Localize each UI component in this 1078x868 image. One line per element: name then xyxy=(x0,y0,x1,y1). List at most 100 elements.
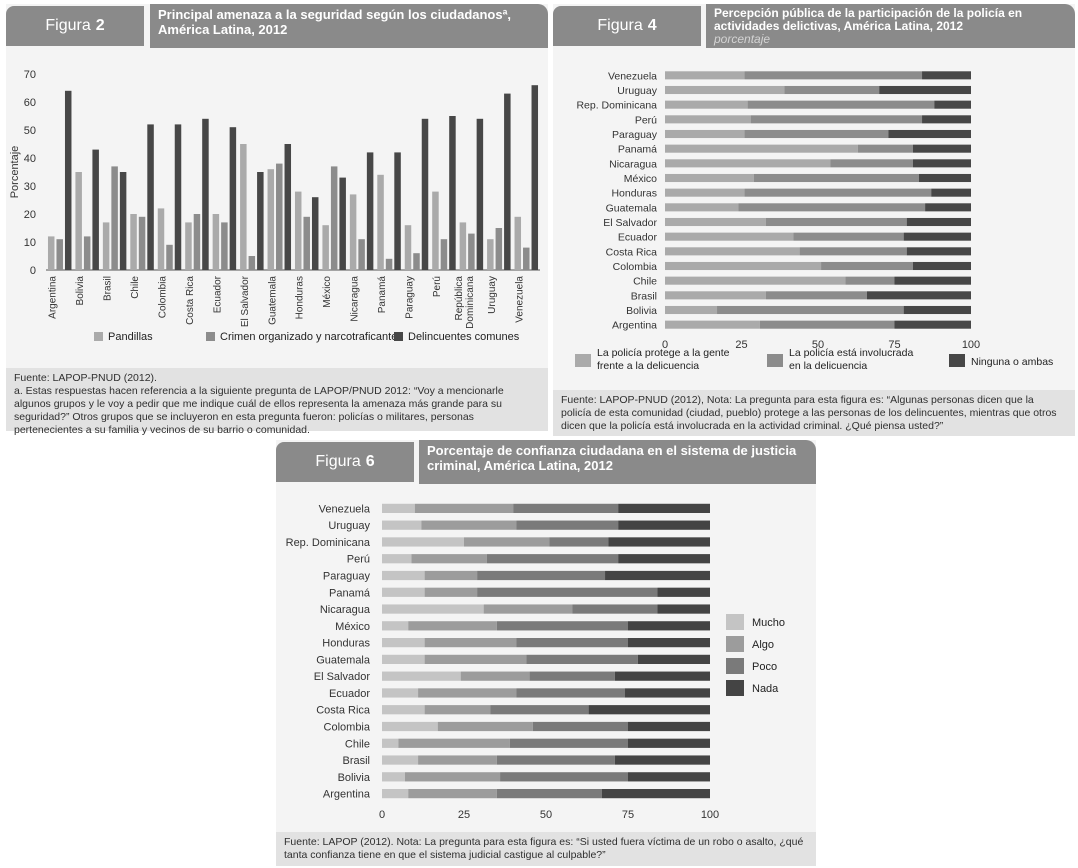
fig6-bar-segment xyxy=(657,587,710,597)
fig6-bar-segment xyxy=(382,688,419,698)
fig6-bar-segment xyxy=(382,570,425,581)
fig4-bar-segment xyxy=(894,320,971,329)
fig2-legend-label: Crimen organizado y narcotraficantes xyxy=(220,331,403,343)
fig2-x-tick: El Salvador xyxy=(240,275,251,327)
fig4-category-label: Venezuela xyxy=(608,70,657,82)
fig4-x-tick: 0 xyxy=(662,339,668,351)
fig2-x-tick: México xyxy=(322,276,333,308)
fig2-bar xyxy=(339,177,346,270)
figure-4-source: Fuente: LAPOP-PNUD (2012), Nota: La preg… xyxy=(561,394,1057,432)
fig4-bar-segment xyxy=(744,129,889,139)
fig4-bar-segment xyxy=(717,305,904,315)
fig6-bar-segment xyxy=(382,721,438,732)
fig6-bar-segment xyxy=(628,721,710,732)
fig6-category-label: Guatemala xyxy=(316,654,371,666)
fig6-bar-segment xyxy=(421,520,517,530)
fig6-category-label: Costa Rica xyxy=(316,705,371,717)
fig2-bar xyxy=(193,214,201,270)
fig2-bar xyxy=(358,239,365,270)
fig2-x-tick: Brasil xyxy=(103,276,114,301)
fig2-legend-label: Pandillas xyxy=(108,331,153,343)
fig4-bar-segment xyxy=(665,261,822,271)
fig4-bar-segment xyxy=(665,320,760,329)
fig6-bar-segment xyxy=(618,520,710,530)
fig2-x-tick: Costa Rica xyxy=(185,276,196,325)
fig4-category-label: Argentina xyxy=(612,320,657,332)
fig6-bar-segment xyxy=(628,738,710,748)
fig6-bar-segment xyxy=(398,738,510,748)
fig4-category-label: Nicaragua xyxy=(609,158,657,170)
fig4-bar-segment xyxy=(912,144,971,153)
fig6-bar-segment xyxy=(414,503,514,514)
fig6-bar-segment xyxy=(614,755,710,765)
figure-4-word: Figura xyxy=(597,17,643,34)
fig2-bar xyxy=(449,116,456,270)
fig4-category-label: Ecuador xyxy=(618,232,658,244)
figure-4-title-box: Percepción pública de la participación d… xyxy=(706,4,1075,48)
fig4-x-tick: 50 xyxy=(812,339,824,351)
figure-2-footer: Fuente: LAPOP-PNUD (2012). a. Estas resp… xyxy=(6,368,548,436)
figure-4-number: 4 xyxy=(647,17,657,34)
figure-6-chart: Venezuela Uruguay Rep. Dominicana Perú Parag… xyxy=(286,503,785,821)
fig6-bar-segment xyxy=(418,755,497,765)
fig6-bar-segment xyxy=(464,537,550,547)
fig4-bar-segment xyxy=(747,100,935,109)
fig2-bar xyxy=(174,124,182,271)
figure-2-note: a. Estas respuestas hacen referencia a l… xyxy=(14,385,504,436)
fig6-category-label: Venezuela xyxy=(319,503,371,515)
fig2-x-tick: Nicaragua xyxy=(350,276,361,322)
fig6-legend-label: Mucho xyxy=(752,617,785,629)
fig2-bar xyxy=(404,225,412,270)
fig6-bar-segment xyxy=(628,637,710,648)
fig6-bar-segment xyxy=(424,570,478,581)
fig6-bar-segment xyxy=(382,755,419,765)
fig4-bar-segment xyxy=(744,188,932,197)
fig6-category-label: Perú xyxy=(347,554,370,566)
fig2-bar xyxy=(366,152,374,270)
fig6-bar-segment xyxy=(526,654,638,665)
figure-2-chart: 0 10 20 30 40 50 60 70 Porcentaje Argentina Bolivi… xyxy=(9,69,540,343)
fig6-x-tick: 50 xyxy=(540,809,552,821)
fig6-category-label: Chile xyxy=(345,738,370,750)
fig2-bar xyxy=(459,222,467,270)
fig6-x-tick: 0 xyxy=(379,809,385,821)
fig2-bar xyxy=(413,253,420,270)
fig4-bar-segment xyxy=(665,100,748,109)
fig6-bar-segment xyxy=(496,621,628,631)
fig4-legend-label: La policía protege a la gente frente a la… xyxy=(597,347,730,372)
fig6-bar-segment xyxy=(483,604,573,614)
fig4-bar-segment xyxy=(665,129,745,139)
figure-2-panel: Figura 2 Principal amenaza a la seguridad… xyxy=(6,4,548,436)
fig6-bar-segment xyxy=(408,788,497,799)
fig4-bar-segment xyxy=(759,320,895,329)
figure-6-header: Figura 6 Porcentaje de confianza ciudadan… xyxy=(276,440,816,484)
fig2-bar xyxy=(212,214,220,270)
fig6-bar-segment xyxy=(618,554,710,564)
figure-6-panel: Figura 6 Porcentaje de confianza ciudadan… xyxy=(276,440,816,866)
fig6-legend-swatch xyxy=(726,680,744,696)
fig4-category-label: Rep. Dominicana xyxy=(576,100,657,112)
fig4-category-label: Uruguay xyxy=(617,85,657,97)
fig6-bar-segment xyxy=(588,705,710,715)
fig2-x-tick: Venezuela xyxy=(514,276,525,323)
fig6-bar-segment xyxy=(490,705,589,715)
fig6-bar-segment xyxy=(411,554,487,564)
fig4-bar-segment xyxy=(894,276,971,285)
fig4-bar-segment xyxy=(665,232,794,241)
fig4-category-label: México xyxy=(624,173,657,185)
fig2-bar xyxy=(102,222,110,270)
fig2-bar xyxy=(468,233,475,270)
fig2-x-tick: Perú xyxy=(432,276,443,297)
fig2-bar xyxy=(229,127,237,270)
fig4-bar-segment xyxy=(903,232,971,241)
figure-4-subtitle: porcentaje xyxy=(714,32,771,46)
fig2-x-tick: Argentina xyxy=(48,276,59,319)
fig4-bar-segment xyxy=(665,276,846,285)
fig4-category-label: Costa Rica xyxy=(606,246,658,258)
fig6-bar-segment xyxy=(614,671,710,681)
fig6-bar-segment xyxy=(382,604,484,614)
fig6-bar-segment xyxy=(496,755,615,765)
fig4-bar-segment xyxy=(845,276,895,285)
fig2-bar xyxy=(221,222,228,270)
fig6-bar-segment xyxy=(382,520,422,530)
